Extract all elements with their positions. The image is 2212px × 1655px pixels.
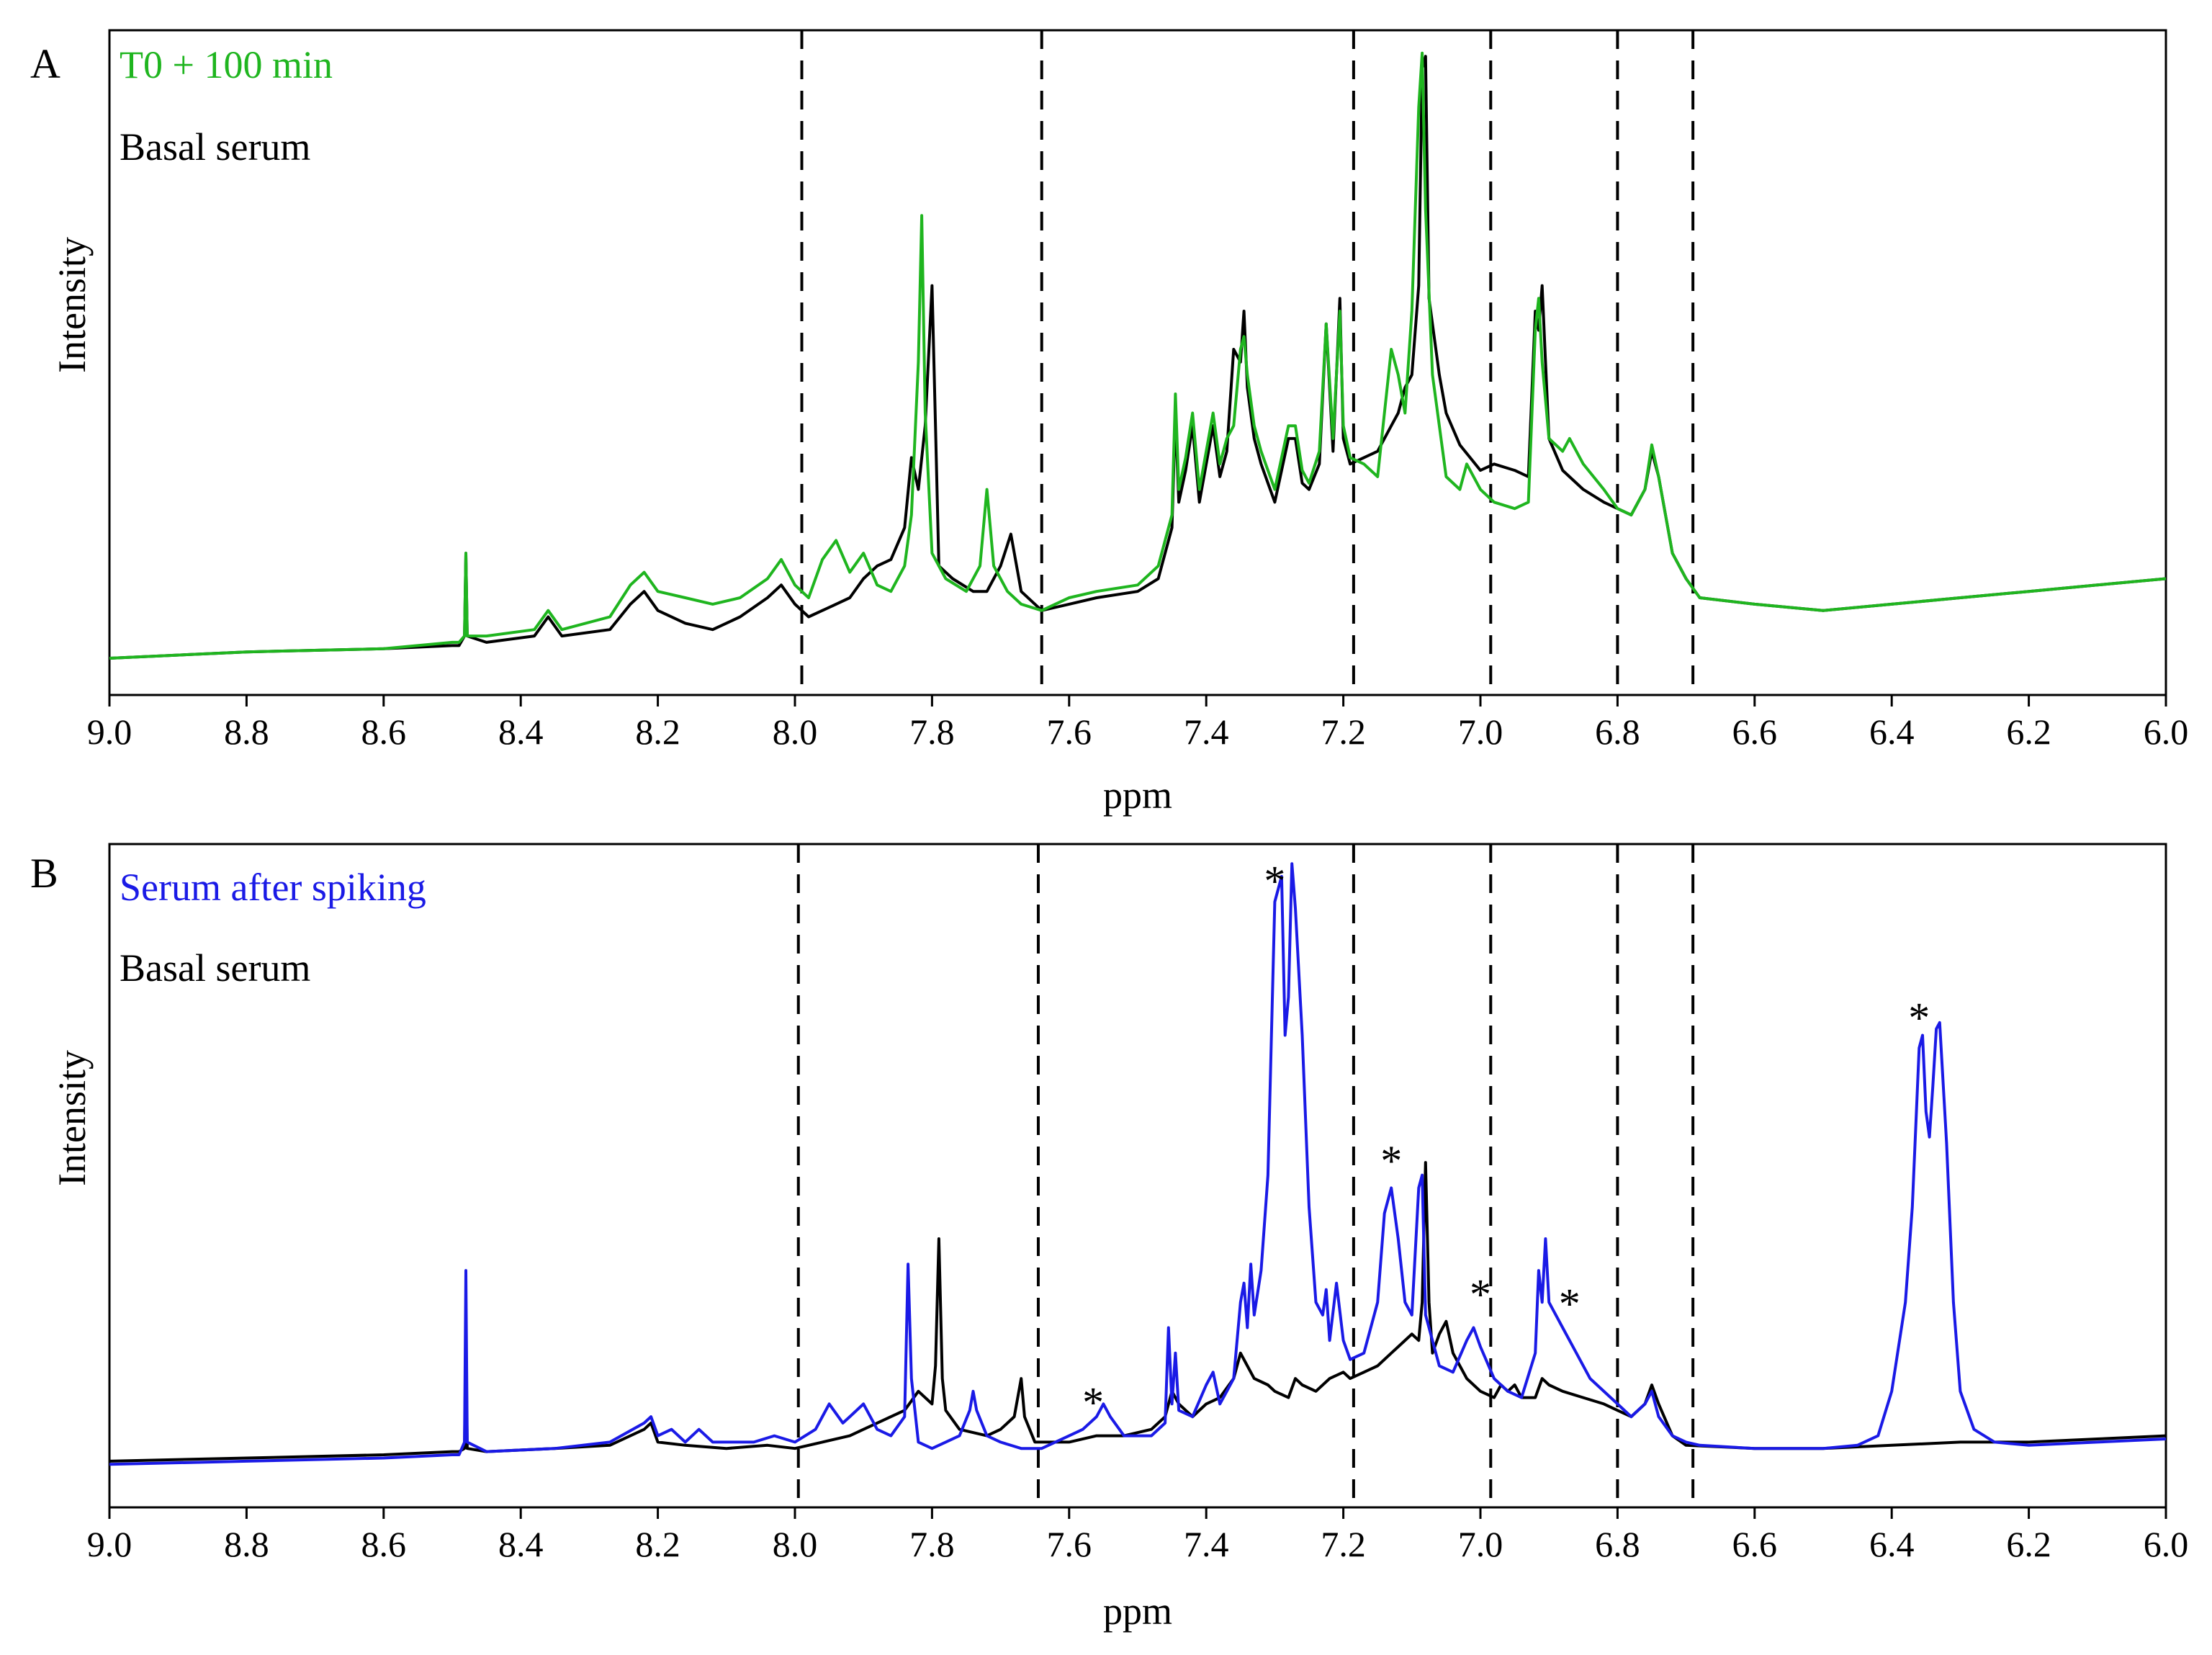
x-tick-label: 9.0	[87, 712, 132, 752]
legend-entry: Basal serum	[120, 946, 310, 990]
x-tick-label: 6.6	[1732, 712, 1778, 752]
x-axis-label: ppm	[1103, 1589, 1172, 1633]
x-tick-label: 8.8	[224, 712, 269, 752]
x-tick-label: 8.8	[224, 1524, 269, 1564]
x-tick-label: 9.0	[87, 1524, 132, 1564]
x-tick-label: 7.0	[1458, 712, 1503, 752]
y-axis-label: Intensity	[50, 1050, 94, 1186]
x-tick-label: 8.0	[773, 1524, 818, 1564]
series-line-t0-100-min	[109, 51, 2167, 660]
peak-annotation-star: *	[1470, 1270, 1491, 1318]
x-tick-label: 8.2	[635, 1524, 680, 1564]
legend-entry: Basal serum	[120, 125, 310, 169]
x-tick-label: 8.6	[361, 712, 407, 752]
x-tick-label: 8.0	[773, 712, 818, 752]
x-axis-label: ppm	[1103, 773, 1172, 817]
x-tick-label: 6.2	[2006, 1524, 2051, 1564]
peak-annotation-star: *	[1908, 994, 1930, 1041]
plot-frame	[108, 29, 2167, 696]
panel-letter: A	[30, 40, 60, 87]
x-tick-label: 8.4	[498, 1524, 544, 1564]
peak-annotation-star: *	[1082, 1378, 1104, 1426]
x-tick-label: 7.0	[1458, 1524, 1503, 1564]
x-tick-label: 6.8	[1595, 1524, 1640, 1564]
series-line-basal-serum	[109, 55, 2167, 660]
x-tick-label: 7.4	[1184, 1524, 1229, 1564]
peak-annotation-star: *	[1559, 1281, 1581, 1328]
peak-annotation-star: *	[1264, 858, 1285, 905]
peak-annotation-star: *	[1380, 1137, 1402, 1185]
panel-a: 9.0 8.8 8.6 8.4 8.2 8.0 7.8 7.6 7.4 7.2 7.0 6.8 6.6 6…	[30, 29, 2189, 817]
series-line-serum-after-spiking	[109, 862, 2167, 1466]
x-tick-label: 6.0	[2144, 712, 2189, 752]
x-tick-label: 7.2	[1321, 1524, 1366, 1564]
x-tick-label: 6.8	[1595, 712, 1640, 752]
x-tick-label: 6.0	[2144, 1524, 2189, 1564]
panel-letter: B	[30, 850, 58, 897]
plot-frame	[108, 843, 2167, 1509]
legend-entry: Serum after spiking	[120, 866, 426, 909]
x-tick-label: 8.6	[361, 1524, 407, 1564]
x-tick-label: 8.2	[635, 712, 680, 752]
x-tick-label: 7.6	[1047, 712, 1092, 752]
x-tick-label: 7.2	[1321, 712, 1366, 752]
y-axis-label: Intensity	[50, 237, 94, 373]
x-tick-label: 7.4	[1184, 712, 1229, 752]
x-tick-label: 6.4	[1869, 1524, 1915, 1564]
panel-b: 9.0 8.8 8.6 8.4 8.2 8.0 7.8 7.6 7.4 7.2 7.0 6.8 6.6 6…	[30, 843, 2189, 1633]
x-tick-label: 6.6	[1732, 1524, 1778, 1564]
x-tick-label: 6.4	[1869, 712, 1915, 752]
x-tick-label: 7.8	[909, 712, 955, 752]
legend-entry: T0 + 100 min	[120, 43, 333, 86]
x-tick-label: 7.8	[909, 1524, 955, 1564]
x-tick-label: 8.4	[498, 712, 544, 752]
series-line-basal-serum	[109, 1161, 2167, 1463]
x-tick-label: 7.6	[1047, 1524, 1092, 1564]
x-tick-label: 6.2	[2006, 712, 2051, 752]
